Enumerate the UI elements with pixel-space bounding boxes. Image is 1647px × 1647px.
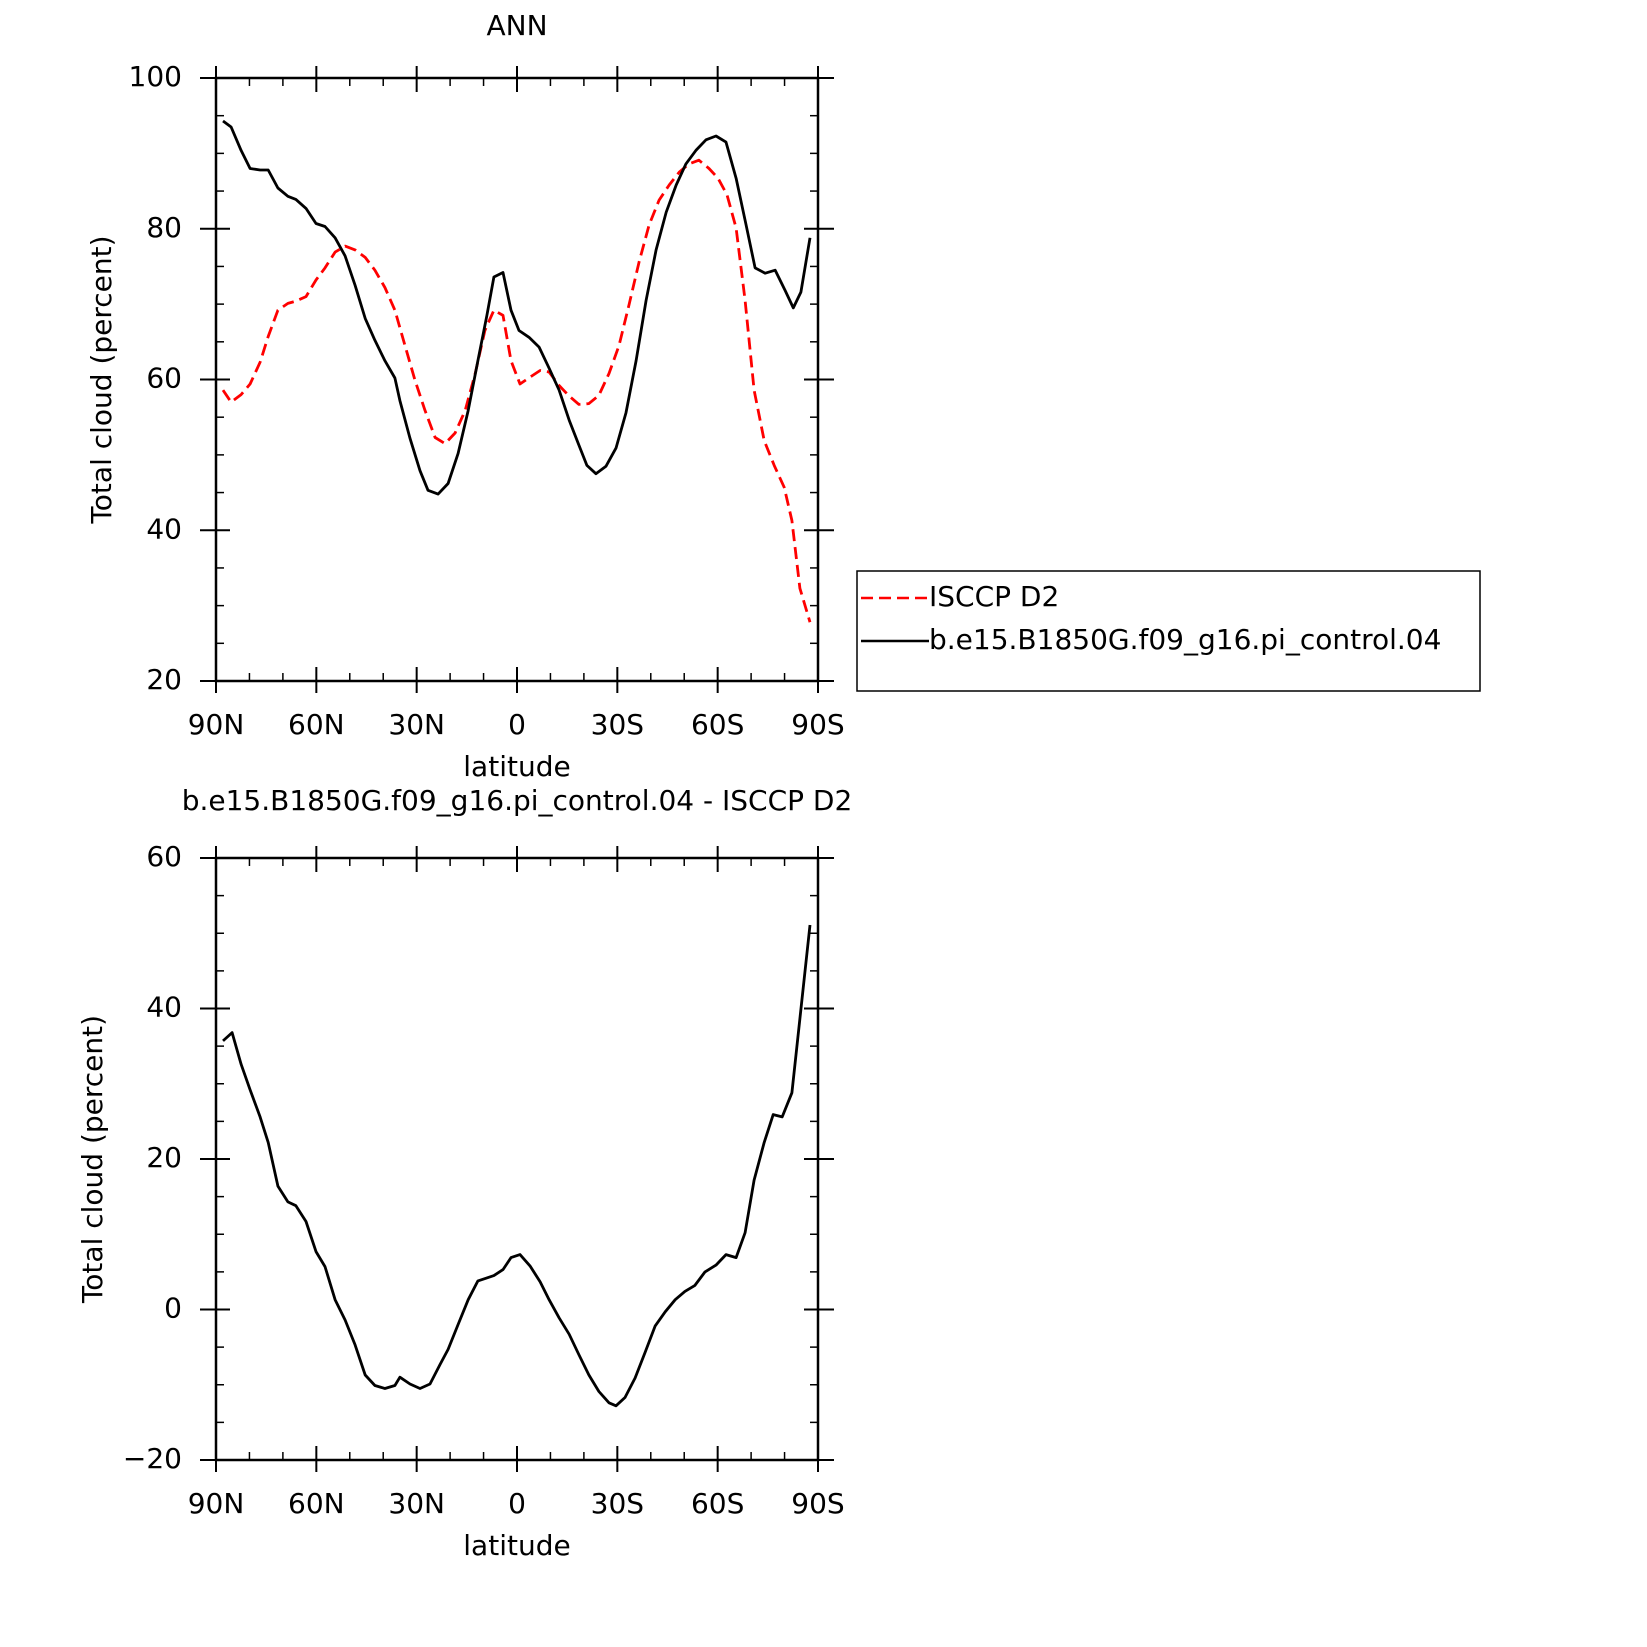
x-tick-label: 60N bbox=[288, 708, 345, 741]
plot-frame bbox=[214, 856, 820, 1462]
legend-box bbox=[856, 570, 1481, 692]
x-tick-label: 0 bbox=[508, 708, 526, 741]
x-tick-label: 90S bbox=[791, 708, 844, 741]
y-tick-label: 20 bbox=[146, 1141, 182, 1174]
y-tick-label: −20 bbox=[123, 1442, 182, 1475]
x-tick-label: 0 bbox=[508, 1487, 526, 1520]
y-tick-label: 60 bbox=[146, 362, 182, 395]
chart-title: ANN bbox=[486, 9, 547, 42]
x-tick-label: 30S bbox=[591, 1487, 644, 1520]
x-tick-label: 60S bbox=[691, 1487, 744, 1520]
x-tick-label: 90N bbox=[188, 1487, 245, 1520]
x-axis-label: latitude bbox=[463, 1529, 570, 1562]
y-axis-label: Total cloud (percent) bbox=[76, 1015, 109, 1304]
x-tick-label: 30S bbox=[591, 708, 644, 741]
plot-frame bbox=[214, 76, 820, 683]
y-tick-label: 80 bbox=[146, 211, 182, 244]
y-tick-label: 20 bbox=[146, 663, 182, 696]
x-tick-label: 90N bbox=[188, 708, 245, 741]
y-tick-label: 40 bbox=[146, 512, 182, 545]
chart-title: b.e15.B1850G.f09_g16.pi_control.04 - ISC… bbox=[182, 784, 853, 817]
y-tick-label: 60 bbox=[146, 840, 182, 873]
x-tick-label: 30N bbox=[388, 708, 445, 741]
x-tick-label: 60S bbox=[691, 708, 744, 741]
data-line bbox=[222, 924, 812, 1408]
data-line bbox=[221, 158, 812, 623]
y-tick-label: 40 bbox=[146, 991, 182, 1024]
x-tick-label: 60N bbox=[288, 1487, 345, 1520]
x-tick-label: 30N bbox=[388, 1487, 445, 1520]
legend-label: b.e15.B1850G.f09_g16.pi_control.04 bbox=[929, 623, 1441, 656]
data-line bbox=[222, 119, 812, 496]
x-axis-label: latitude bbox=[463, 750, 570, 783]
y-tick-label: 100 bbox=[129, 60, 182, 93]
y-axis-label: Total cloud (percent) bbox=[85, 235, 118, 524]
legend-label: ISCCP D2 bbox=[929, 580, 1059, 613]
x-tick-label: 90S bbox=[791, 1487, 844, 1520]
y-tick-label: 0 bbox=[164, 1292, 182, 1325]
